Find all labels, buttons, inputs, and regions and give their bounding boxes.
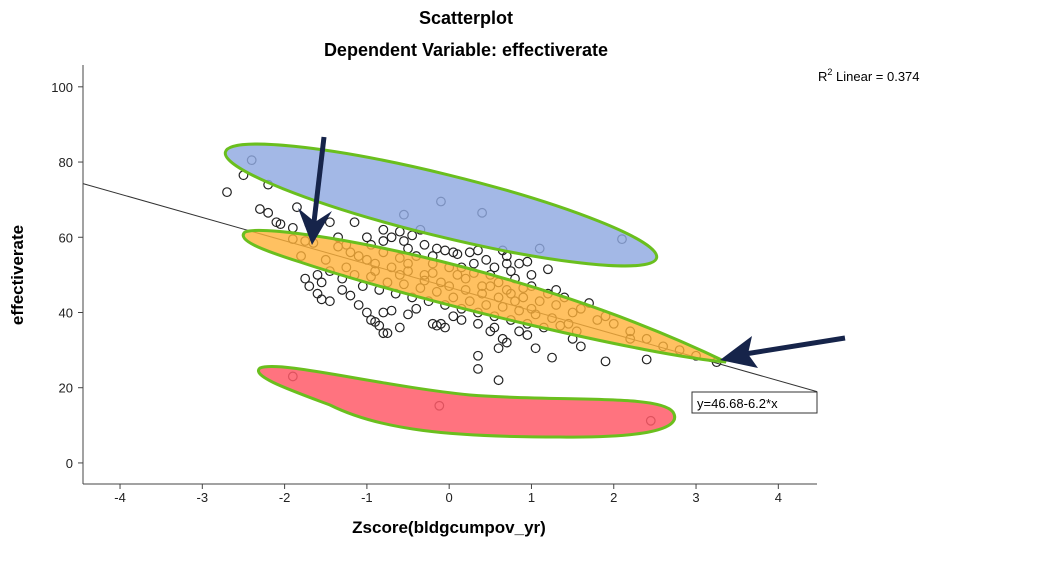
x-tick-label: -1 [361, 490, 373, 505]
data-point [361, 307, 372, 318]
data-point [514, 258, 525, 269]
data-point [493, 375, 504, 386]
data-point [378, 307, 389, 318]
x-tick-label: 1 [528, 490, 535, 505]
data-point [489, 262, 500, 273]
data-point [440, 322, 450, 333]
chart-subtitle: Dependent Variable: effectiverate [324, 40, 608, 60]
data-point [382, 328, 393, 339]
arrow-top-shaft [311, 136, 327, 223]
data-point [530, 343, 541, 354]
arrow-top-head [298, 208, 332, 245]
data-point [361, 232, 372, 243]
data-point [448, 311, 459, 322]
data-point [304, 281, 315, 292]
data-point [456, 315, 467, 325]
x-tick-label: 4 [775, 490, 782, 505]
data-point [349, 217, 360, 228]
data-point [353, 300, 364, 310]
data-point [448, 247, 459, 258]
data-point [468, 258, 479, 269]
y-tick-label: 40 [59, 305, 73, 320]
data-point [407, 230, 418, 241]
data-point [263, 207, 274, 218]
arrow-right [720, 335, 846, 368]
data-point [505, 266, 516, 277]
data-point [514, 326, 525, 337]
data-point [419, 239, 430, 250]
blue-highlight-ellipse [223, 142, 659, 268]
data-point [600, 356, 611, 367]
equation-box [691, 391, 818, 414]
data-point [543, 264, 553, 275]
data-point [526, 269, 537, 280]
data-point [378, 236, 389, 246]
data-point [464, 247, 475, 258]
chart-title: Scatterplot [419, 8, 513, 28]
y-tick-label: 0 [66, 456, 73, 471]
y-tick-label: 20 [59, 381, 73, 396]
data-point [440, 245, 450, 256]
x-tick-label: -2 [279, 490, 291, 505]
data-point [394, 322, 405, 333]
r2-superscript: 2 [827, 67, 832, 77]
y-axis-label: effectiverate [8, 225, 27, 325]
x-tick-label: 0 [446, 490, 453, 505]
data-point [386, 305, 397, 316]
data-point [522, 256, 533, 267]
data-point [501, 337, 512, 348]
x-tick-label: 3 [692, 490, 699, 505]
y-tick-label: 60 [59, 230, 73, 245]
data-point [255, 204, 265, 214]
equation-label: y=46.68-6.2*x [697, 396, 778, 411]
r2-value: Linear = 0.374 [832, 69, 919, 84]
data-point [403, 309, 413, 320]
data-point [575, 341, 586, 352]
red-highlight-ellipse [256, 364, 677, 439]
data-point [501, 258, 512, 269]
data-point [399, 236, 409, 246]
x-axis-label: Zscore(bldgcumpov_yr) [352, 518, 546, 537]
data-point [275, 219, 286, 229]
data-point [316, 277, 327, 288]
r2-label: R2 Linear = 0.374 [818, 67, 920, 84]
arrow-right-head [720, 336, 758, 368]
x-tick-label: -4 [114, 490, 126, 505]
arrow-right-shaft [744, 335, 846, 357]
data-point [337, 285, 348, 295]
x-tick-label: 2 [610, 490, 617, 505]
data-point [312, 269, 323, 280]
data-point [493, 343, 504, 354]
data-point [481, 254, 492, 265]
data-point [641, 354, 652, 365]
data-point [324, 217, 335, 228]
arrow-top [298, 136, 332, 245]
data-point [547, 352, 557, 363]
data-point [222, 187, 232, 198]
data-point [378, 224, 389, 235]
orange-highlight-ellipse [241, 229, 727, 364]
data-point [473, 350, 483, 361]
data-point [522, 330, 533, 340]
data-point [473, 364, 483, 374]
data-point [292, 202, 302, 213]
data-point [374, 320, 385, 331]
data-point [324, 296, 335, 307]
data-point [345, 290, 356, 301]
data-point [300, 273, 311, 284]
y-tick-label: 80 [59, 155, 73, 170]
data-point [378, 328, 389, 339]
data-point [386, 232, 397, 243]
x-tick-label: -3 [197, 490, 209, 505]
data-point [473, 318, 483, 329]
r2-letter: R [818, 69, 827, 84]
y-tick-label: 100 [51, 80, 73, 95]
data-point [489, 322, 500, 333]
data-point [287, 222, 298, 233]
data-point [411, 303, 422, 314]
highlight-regions [223, 142, 727, 439]
